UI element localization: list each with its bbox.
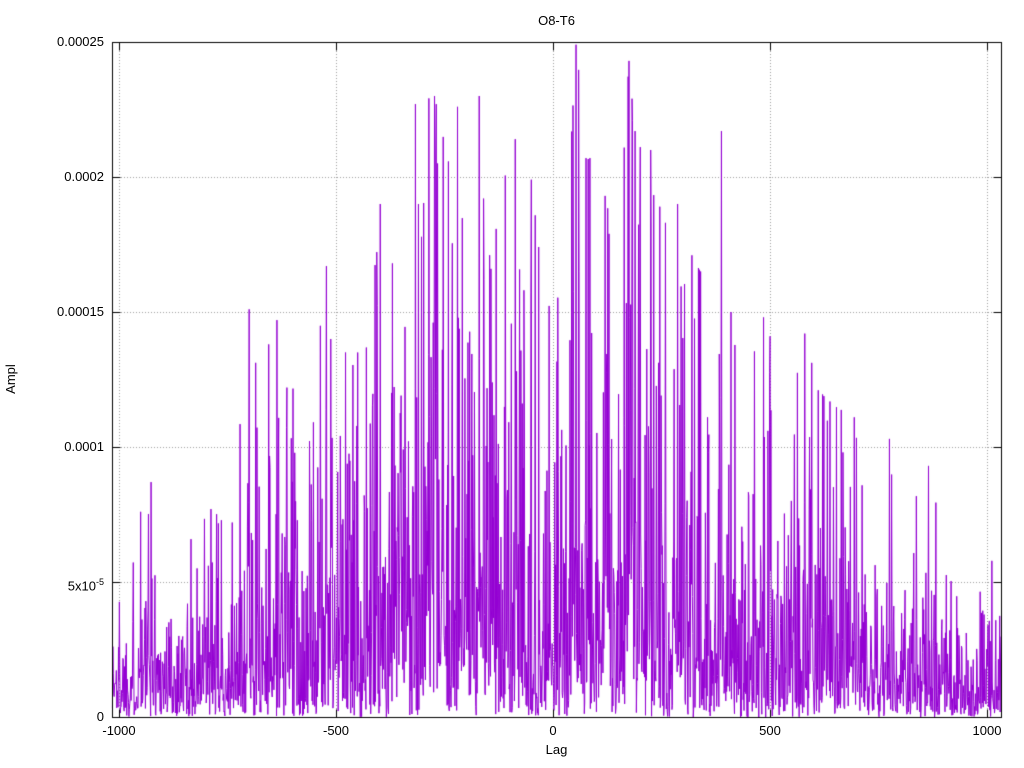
x-tick-label: 1000 bbox=[972, 723, 1002, 738]
x-tick-label: 500 bbox=[759, 723, 781, 738]
y-tick-label: 0 bbox=[96, 709, 104, 724]
y-tick-label: 0.0002 bbox=[64, 169, 104, 184]
x-tick-label: 0 bbox=[549, 723, 557, 738]
x-tick-label: -500 bbox=[322, 723, 350, 738]
y-tick-label: 0.00015 bbox=[57, 304, 104, 319]
y-axis-label: Ampl bbox=[3, 364, 18, 394]
x-axis-label: Lag bbox=[545, 742, 568, 757]
y-tick-label: 0.00025 bbox=[57, 34, 104, 49]
y-tick-label: 5x10-5 bbox=[67, 577, 104, 594]
x-tick-label: -1000 bbox=[102, 723, 136, 738]
chart-title: O8-T6 bbox=[538, 13, 575, 28]
y-tick-label: 0.0001 bbox=[64, 439, 104, 454]
